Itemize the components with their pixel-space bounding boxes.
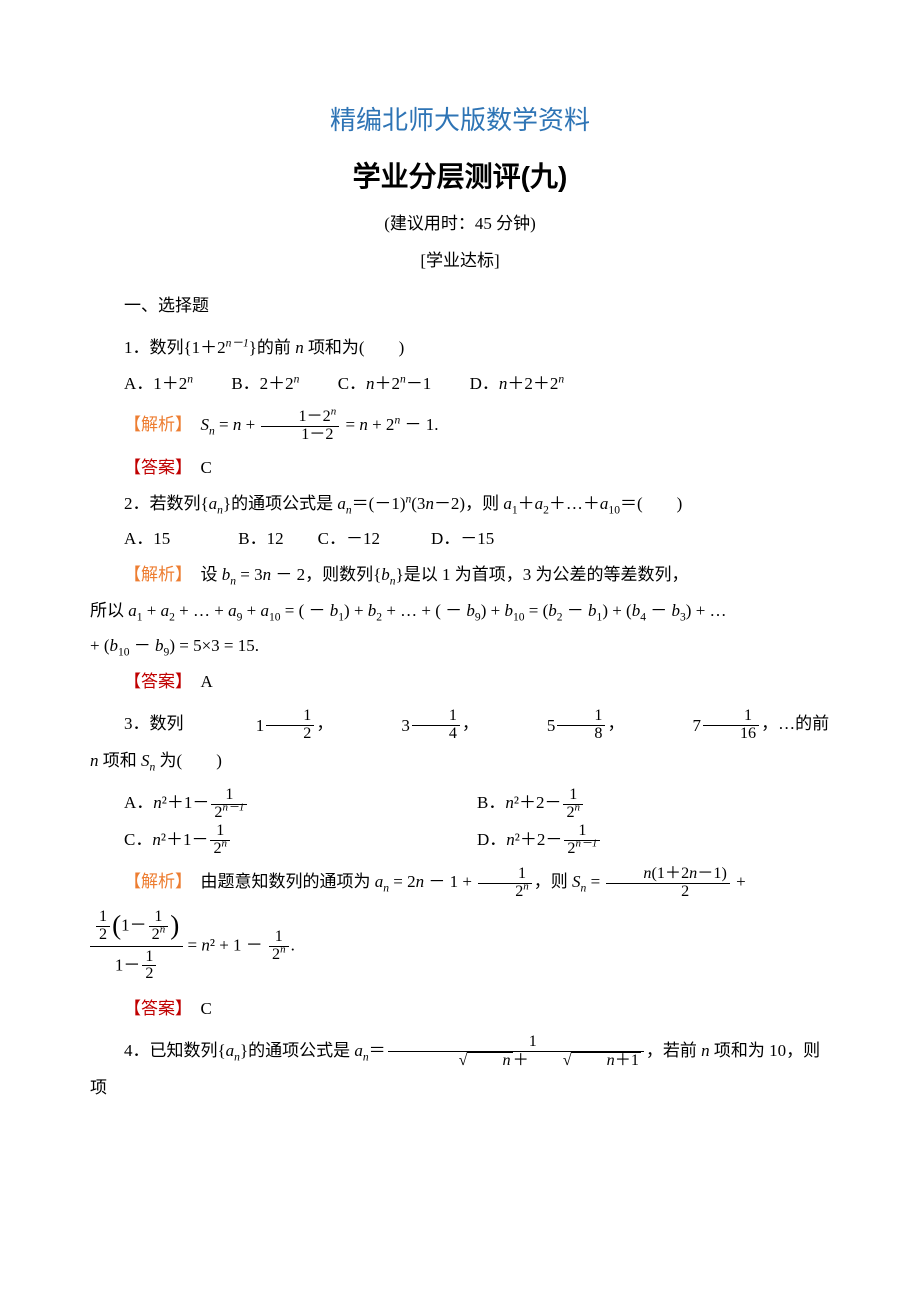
q3-options-row1: A．n²＋1－12n－1 B．n²＋2－12n [90,785,830,822]
sqrt: n [425,1052,513,1070]
q2-opt-c: C．－12 [318,529,380,548]
q2-opt-d: D．－15 [431,529,494,548]
big-fraction: 121－12n 1－12 [90,907,183,986]
section-label: [学业达标] [90,246,830,271]
q2-answer-value: A [201,672,213,691]
q3-opt-a: A．n²＋1－12n－1 [124,785,477,822]
q2-analysis-l2: 所以 a1 + a2 + … + a9 + a10 = ( － b1) + b2… [90,593,830,629]
q1-answer-value: C [201,458,212,477]
main-title: 学业分层测评(九) [90,155,830,195]
answer-label: 【答案】 [124,672,184,691]
q2-analysis-l3: + (b10 － b9) = 5×3 = 15. [90,628,830,664]
header-title: 精编北师大版数学资料 [90,100,830,137]
answer-label: 【答案】 [124,458,184,477]
subtitle: (建议用时：45 分钟) [90,209,830,234]
q2-opt-a: A．15 [124,529,170,548]
fraction: 1－2n1－2 [261,409,339,444]
q1-opt-d: D．n＋2＋2n [470,374,565,393]
q1-opt-c: C．n＋2n－1 [338,374,432,393]
analysis-label: 【解析】 [124,872,184,891]
analysis-label: 【解析】 [124,565,184,584]
q3-answer: 【答案】 C [90,991,830,1027]
q2-options: A．15 B．12 C．－12 D．－15 [90,521,830,557]
q3-stem: 3．数列 112，314，518，7116，…的前 n 项和 Sn 为( ) [90,706,830,779]
q2-opt-b: B．12 [238,529,283,548]
q1-stem-text: 1．数列{1＋2n－1}的前 n 项和为( ) [124,338,404,357]
answer-label: 【答案】 [124,999,184,1018]
q3-analysis-l1: 【解析】 由题意知数列的通项为 an = 2n － 1 + 12n，则 Sn =… [90,864,830,901]
q2-stem-text: 2．若数列{an}的通项公式是 an＝(－1)n(3n－2)，则 a1＋a2＋…… [124,494,682,513]
q1-answer: 【答案】 C [90,450,830,486]
q3-opt-c: C．n²＋1－12n [124,822,477,859]
q3-analysis-l2: 121－12n 1－12 = n² + 1 － 12n. [90,907,830,986]
q2-analysis-l1: 【解析】 设 bn = 3n － 2，则数列{bn}是以 1 为首项，3 为公差… [90,557,830,593]
q3-opt-d: D．n²＋2－12n－1 [477,822,830,859]
q1-analysis: 【解析】 Sn = n + 1－2n1－2 = n + 2n － 1. [90,407,830,444]
section-heading: 一、选择题 [90,291,830,316]
analysis-label: 【解析】 [124,415,184,434]
sqrt: n＋1 [529,1052,641,1070]
q2-answer: 【答案】 A [90,664,830,700]
q2-stem: 2．若数列{an}的通项公式是 an＝(－1)n(3n－2)，则 a1＋a2＋…… [90,486,830,522]
q1-options: A．1＋2n B．2＋2n C．n＋2n－1 D．n＋2＋2n [90,366,830,402]
fraction: 1n＋n＋1 [388,1034,644,1070]
q1-stem: 1．数列{1＋2n－1}的前 n 项和为( ) [90,330,830,366]
q3-opt-b: B．n²＋2－12n [477,785,830,822]
q1-opt-a: A．1＋2n [124,374,193,393]
q3-answer-value: C [201,999,212,1018]
document-page: 精编北师大版数学资料 学业分层测评(九) (建议用时：45 分钟) [学业达标]… [0,0,920,1302]
q1-opt-b: B．2＋2n [231,374,299,393]
q3-options-row2: C．n²＋1－12n D．n²＋2－12n－1 [90,822,830,859]
mixed-number: 112 [188,706,317,743]
q4-stem: 4．已知数列{an}的通项公式是 an＝1n＋n＋1，若前 n 项和为 10，则… [90,1033,830,1106]
